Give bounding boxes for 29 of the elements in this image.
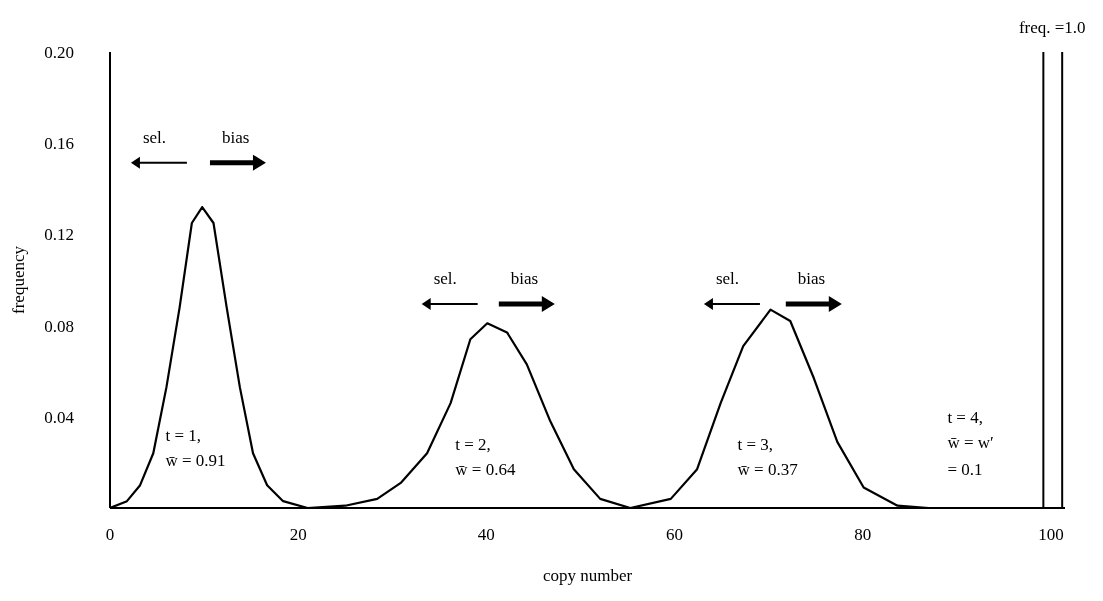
annotation: sel. [715, 268, 740, 288]
y-tick-label: 0.08 [44, 316, 74, 336]
annotation: bias [221, 127, 250, 147]
annotation: bias [510, 268, 539, 288]
annotation: w̄ = w′ [947, 433, 994, 453]
annotation: w̄ = 0.64 [455, 460, 516, 480]
annotation: w̄ = 0.37 [737, 460, 799, 480]
y-tick-label: 0.04 [44, 407, 75, 427]
x-tick-label: 60 [666, 525, 684, 545]
annotation: t = 4, [947, 407, 983, 427]
annotation: sel. [142, 127, 167, 147]
y-tick-label: 0.20 [44, 43, 74, 63]
y-tick-label: 0.12 [44, 225, 74, 245]
y-tick-label: 0.16 [44, 134, 74, 154]
text: freq. =1.0 [1018, 18, 1086, 38]
x-axis-title: copy number [542, 566, 633, 585]
x-tick-label: 100 [1038, 525, 1064, 545]
x-tick-label: 0 [105, 525, 115, 545]
x-tick-label: 40 [477, 525, 495, 545]
annotation: t = 1, [165, 426, 202, 446]
y-axis-title: frequency [9, 245, 29, 314]
annotation: bias [797, 268, 826, 288]
annotation: t = 3, [737, 435, 774, 455]
annotation: = 0.1 [947, 460, 983, 480]
annotation: sel. [433, 268, 457, 288]
x-tick-label: 80 [854, 525, 872, 545]
annotation: t = 2, [455, 435, 491, 455]
x-tick-label: 20 [289, 525, 307, 545]
annotation: w̄ = 0.91 [165, 451, 226, 471]
